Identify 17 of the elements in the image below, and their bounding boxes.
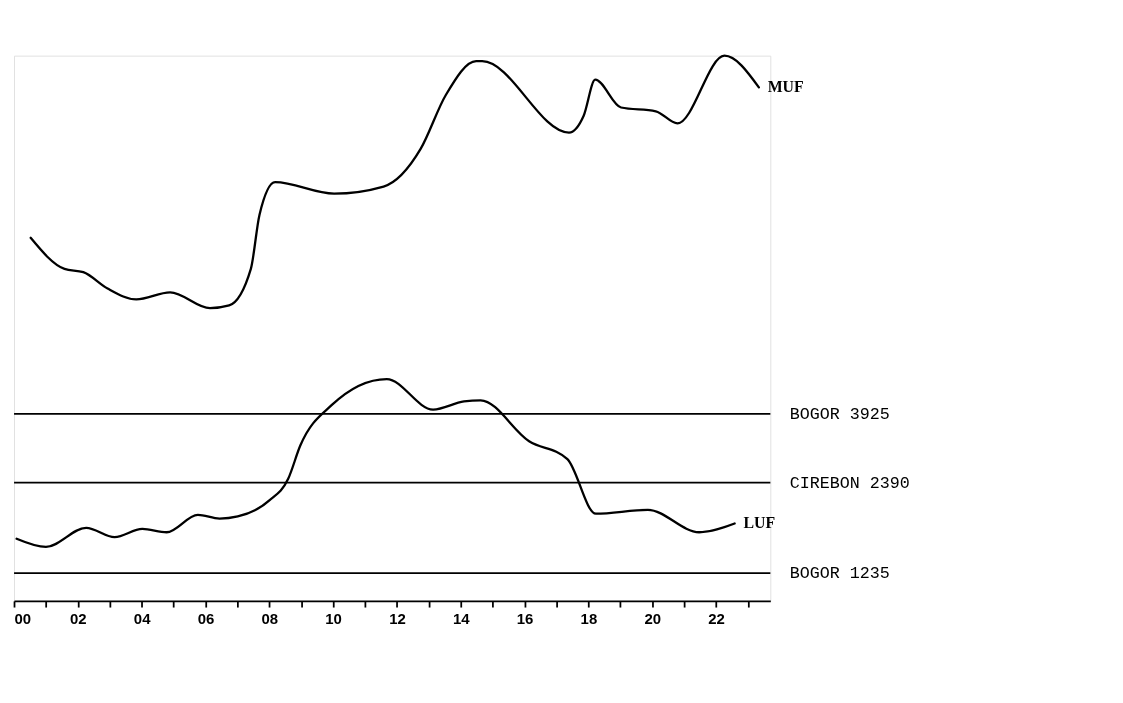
x-tick-label: 12 xyxy=(389,610,406,628)
series-label: LUF xyxy=(743,513,776,531)
x-tick-label: 22 xyxy=(708,610,725,628)
x-tick-label: 16 xyxy=(516,610,534,628)
x-tick-label: 06 xyxy=(197,610,215,628)
x-tick-label: 10 xyxy=(325,610,342,628)
series-label: MUF xyxy=(767,77,804,95)
x-tick-label: 04 xyxy=(133,610,152,628)
x-tick-label: 14 xyxy=(452,610,471,628)
x-tick-label: 20 xyxy=(644,610,662,628)
x-tick-label: 00 xyxy=(14,610,32,628)
ref-line-label: BOGOR 1235 xyxy=(789,564,890,584)
x-tick-label: 02 xyxy=(70,610,87,628)
x-tick-label: 08 xyxy=(261,610,279,628)
ref-line-label: CIREBON 2390 xyxy=(789,473,910,493)
x-tick-label: 18 xyxy=(580,610,598,628)
ref-line-label: BOGOR 3925 xyxy=(789,405,890,425)
